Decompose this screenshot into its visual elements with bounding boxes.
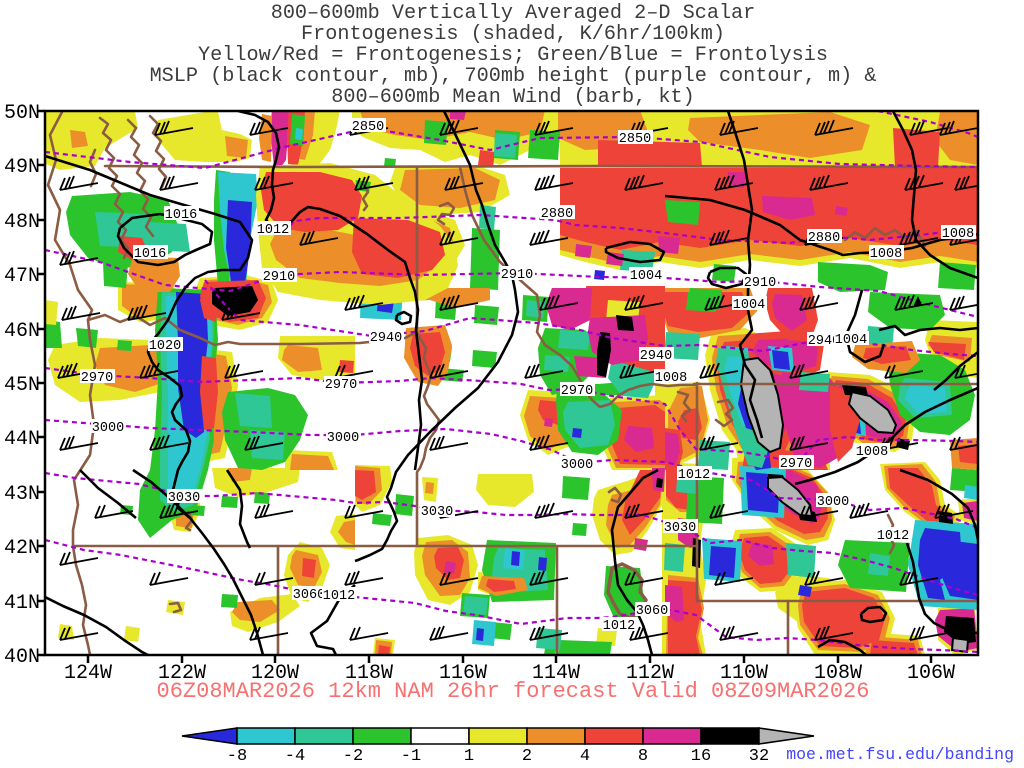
svg-text:3060: 3060 (293, 588, 325, 603)
svg-text:1008: 1008 (870, 247, 902, 262)
svg-text:3030: 3030 (168, 491, 200, 506)
svg-text:1008: 1008 (856, 445, 888, 460)
svg-text:122W: 122W (158, 662, 206, 685)
svg-text:1016: 1016 (134, 247, 166, 262)
svg-text:1012: 1012 (257, 223, 289, 238)
svg-text:48N: 48N (4, 211, 40, 234)
svg-text:1016: 1016 (165, 208, 197, 223)
svg-text:2850: 2850 (352, 120, 384, 135)
svg-text:3000: 3000 (327, 431, 359, 446)
svg-text:2910: 2910 (501, 268, 533, 283)
svg-text:32: 32 (749, 747, 769, 766)
svg-text:2970: 2970 (561, 384, 593, 399)
svg-text:40N: 40N (4, 646, 40, 669)
svg-text:1012: 1012 (678, 468, 710, 483)
svg-text:44N: 44N (4, 428, 40, 451)
svg-text:1004: 1004 (630, 269, 662, 284)
svg-text:2940: 2940 (370, 331, 402, 346)
svg-text:MSLP (black contour, mb), 700m: MSLP (black contour, mb), 700mb height (… (150, 65, 877, 88)
svg-text:112W: 112W (626, 662, 674, 685)
svg-text:118W: 118W (345, 662, 393, 685)
svg-text:41N: 41N (4, 592, 40, 615)
svg-text:2970: 2970 (780, 457, 812, 472)
svg-text:2: 2 (522, 747, 532, 766)
svg-text:1: 1 (464, 747, 474, 766)
svg-text:8: 8 (638, 747, 648, 766)
svg-text:108W: 108W (814, 662, 862, 685)
svg-text:3030: 3030 (664, 521, 696, 536)
svg-text:1012: 1012 (323, 589, 355, 604)
svg-text:114W: 114W (532, 662, 580, 685)
svg-text:49N: 49N (4, 156, 40, 179)
svg-text:16: 16 (691, 747, 711, 766)
svg-text:2880: 2880 (541, 207, 573, 222)
svg-text:-8: -8 (227, 747, 247, 766)
svg-text:3000: 3000 (561, 458, 593, 473)
svg-text:moe.met.fsu.edu/banding: moe.met.fsu.edu/banding (786, 745, 1014, 764)
svg-text:800–600mb Mean Wind (barb, kt): 800–600mb Mean Wind (barb, kt) (331, 86, 694, 109)
svg-text:3060: 3060 (636, 604, 668, 619)
svg-text:2850: 2850 (619, 132, 651, 147)
svg-text:4: 4 (580, 747, 590, 766)
svg-text:124W: 124W (64, 662, 112, 685)
svg-text:3030: 3030 (421, 505, 453, 520)
svg-text:800–600mb Vertically Averaged: 800–600mb Vertically Averaged 2–D Scalar (271, 2, 756, 25)
svg-text:45N: 45N (4, 374, 40, 397)
svg-text:1008: 1008 (942, 227, 974, 242)
svg-text:106W: 106W (907, 662, 955, 685)
svg-text:-2: -2 (343, 747, 363, 766)
svg-text:1004: 1004 (733, 298, 765, 313)
svg-text:47N: 47N (4, 265, 40, 288)
svg-text:50N: 50N (4, 102, 40, 125)
svg-text:3000: 3000 (92, 421, 124, 436)
svg-text:120W: 120W (251, 662, 299, 685)
svg-text:Yellow/Red = Frontogenesis; G: Yellow/Red = Frontogenesis; Green/Blue =… (198, 44, 828, 67)
svg-text:06Z08MAR2026 12km NAM 26hr for: 06Z08MAR2026 12km NAM 26hr forecast Vali… (157, 679, 870, 704)
svg-text:2940: 2940 (808, 334, 840, 349)
svg-text:110W: 110W (720, 662, 768, 685)
svg-text:3000: 3000 (817, 495, 849, 510)
svg-text:2880: 2880 (808, 231, 840, 246)
svg-text:116W: 116W (439, 662, 487, 685)
svg-text:1012: 1012 (877, 529, 909, 544)
svg-text:46N: 46N (4, 320, 40, 343)
svg-text:1012: 1012 (603, 619, 635, 634)
svg-text:43N: 43N (4, 483, 40, 506)
svg-text:1008: 1008 (655, 371, 687, 386)
svg-text:2910: 2910 (263, 270, 295, 285)
svg-text:Frontogenesis (shaded, K/6hr/1: Frontogenesis (shaded, K/6hr/100km) (301, 23, 725, 46)
svg-text:2970: 2970 (325, 378, 357, 393)
svg-text:-1: -1 (401, 747, 421, 766)
svg-text:1004: 1004 (835, 333, 867, 348)
svg-text:2910: 2910 (744, 276, 776, 291)
svg-text:1020: 1020 (149, 339, 181, 354)
svg-text:2970: 2970 (81, 371, 113, 386)
svg-text:2940: 2940 (640, 349, 672, 364)
svg-text:42N: 42N (4, 537, 40, 560)
svg-text:-4: -4 (285, 747, 305, 766)
